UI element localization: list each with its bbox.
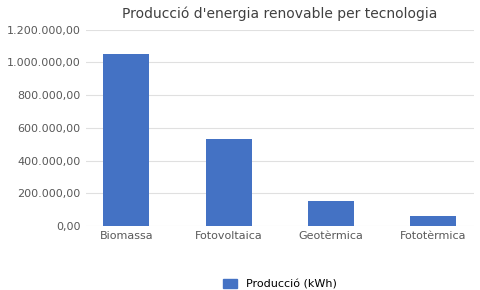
Legend: Producció (kWh): Producció (kWh) bbox=[218, 275, 340, 290]
Bar bbox=[307, 201, 353, 226]
Bar bbox=[205, 139, 251, 226]
Bar bbox=[103, 54, 149, 226]
Bar bbox=[409, 216, 456, 226]
Title: Producció d'energia renovable per tecnologia: Producció d'energia renovable per tecnol… bbox=[122, 7, 437, 21]
